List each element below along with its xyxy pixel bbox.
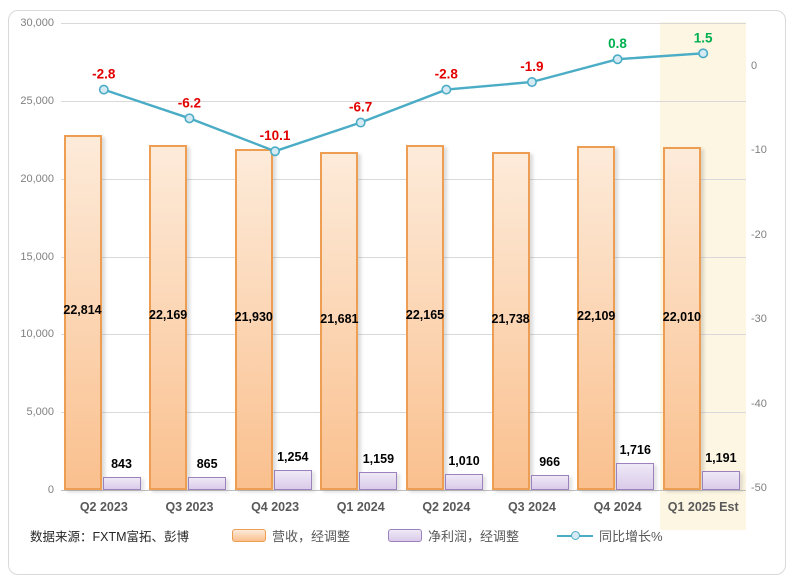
profit-bar [273, 470, 312, 490]
profit-swatch-icon [388, 529, 423, 542]
revenue-bar [63, 134, 102, 490]
gridline [61, 23, 746, 24]
right-axis-tick: -40 [751, 397, 767, 410]
profit-bar-label: 1,254 [277, 450, 309, 465]
right-axis-tick: -10 [751, 144, 767, 157]
left-axis-tick: 5,000 [26, 406, 54, 419]
right-axis-tick: 0 [751, 60, 758, 72]
gridline [61, 178, 746, 180]
left-axis-tick: 25,000 [20, 94, 54, 107]
growth-line [103, 52, 704, 153]
source-note: 数据来源：FXTM富拓、彭博 [30, 530, 190, 544]
profit-bar [616, 463, 655, 490]
revenue-bar [320, 152, 359, 490]
right-axis-tick: -50 [751, 482, 767, 494]
revenue-bar [234, 148, 273, 490]
growth-point-label: -2.8 [435, 67, 459, 82]
legend: 营收，经调整 净利润，经调整 同比增长% [232, 526, 663, 545]
gridline [61, 490, 746, 491]
profit-bar [102, 476, 141, 490]
growth-point-label: -1.9 [520, 59, 543, 74]
growth-point-label: -2.8 [92, 67, 116, 82]
revenue-bar-label: 22,169 [149, 308, 188, 323]
left-axis-tick: 20,000 [20, 172, 54, 185]
left-axis-tick: 0 [47, 484, 54, 496]
revenue-bar-label: 22,109 [577, 308, 616, 323]
x-axis-category-label: Q3 2024 [507, 500, 556, 514]
revenue-bar-label: 21,681 [320, 312, 359, 327]
legend-label-revenue: 营收，经调整 [272, 529, 351, 544]
profit-bar-label: 1,159 [362, 451, 395, 466]
left-axis-tick: 15,000 [20, 250, 54, 263]
gridline [61, 334, 746, 336]
legend-item-revenue: 营收，经调整 [232, 526, 350, 545]
revenue-bar [149, 144, 188, 490]
x-axis-category-label: Q1 2024 [336, 500, 385, 514]
revenue-bar-label: 21,930 [234, 310, 273, 325]
revenue-bar [577, 145, 616, 490]
left-axis-tick: 10,000 [20, 328, 54, 341]
growth-point-label: -6.7 [349, 100, 372, 115]
growth-point-marker [270, 146, 281, 157]
x-axis-category-label: Q2 2024 [422, 500, 471, 514]
x-axis-category-label: Q2 2023 [79, 500, 128, 514]
profit-bar [188, 476, 227, 490]
profit-bar-label: 865 [196, 456, 218, 471]
legend-label-profit: 净利润，经调整 [428, 529, 520, 544]
revenue-bar [406, 144, 444, 490]
profit-bar-label: 1,010 [448, 454, 480, 469]
profit-bar-label: 1,191 [705, 451, 737, 466]
growth-point-marker [98, 84, 109, 95]
legend-item-growth: 同比增长% [557, 526, 663, 545]
growth-point-marker [184, 113, 195, 124]
growth-point-marker [698, 48, 709, 59]
revenue-swatch-icon [232, 529, 266, 542]
legend-label-growth: 同比增长% [599, 529, 663, 544]
gridline [61, 100, 746, 102]
profit-bar-label: 1,716 [619, 443, 651, 458]
growth-point-marker [441, 84, 452, 95]
profit-bar-label: 966 [539, 454, 561, 469]
revenue-bar-label: 22,010 [662, 309, 701, 324]
profit-bar [701, 471, 740, 490]
revenue-bar [491, 151, 530, 490]
profit-bar [530, 474, 569, 490]
x-axis-category-label: Q4 2024 [593, 500, 642, 514]
right-axis-tick: -20 [751, 228, 767, 241]
profit-bar [359, 471, 398, 490]
growth-point-marker [355, 117, 366, 128]
revenue-bar-label: 22,165 [405, 308, 445, 323]
growth-point-label: -6.2 [178, 95, 201, 110]
gridline [61, 412, 746, 414]
growth-point-marker [612, 54, 623, 65]
growth-point-label: 1.5 [694, 30, 713, 45]
growth-point-marker [526, 77, 537, 88]
gridline [61, 256, 746, 258]
revenue-bar [662, 147, 701, 490]
growth-line-swatch-icon [557, 529, 594, 542]
profit-bar [445, 474, 483, 490]
revenue-bar-label: 22,814 [63, 303, 102, 318]
profit-bar-label: 843 [111, 456, 132, 471]
growth-point-label: -10.1 [260, 128, 291, 143]
growth-point-label: 0.8 [608, 36, 627, 51]
x-axis-category-label: Q3 2023 [165, 500, 214, 514]
legend-item-profit: 净利润，经调整 [388, 526, 519, 545]
x-axis-category-label: Q1 2025 Est [667, 500, 739, 514]
right-axis-tick: -30 [751, 313, 767, 326]
left-axis-tick: 30,000 [20, 17, 54, 29]
x-axis-category-label: Q4 2023 [251, 500, 300, 514]
revenue-bar-label: 21,738 [491, 311, 530, 326]
